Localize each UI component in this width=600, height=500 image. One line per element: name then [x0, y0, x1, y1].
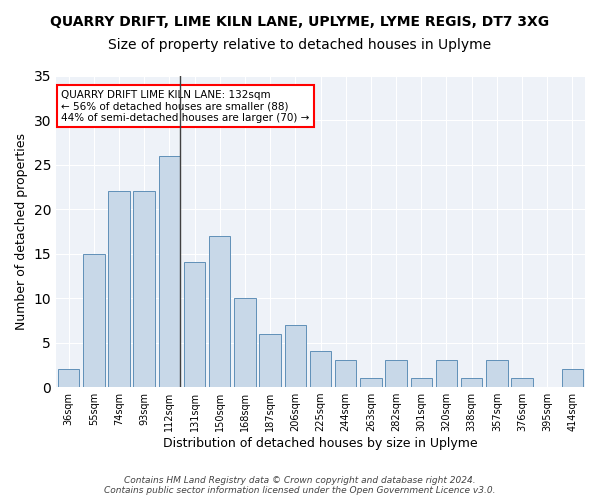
Bar [360, 378, 382, 387]
Bar [436, 360, 457, 387]
Bar [486, 360, 508, 387]
Bar [83, 254, 104, 387]
Text: QUARRY DRIFT LIME KILN LANE: 132sqm
← 56% of detached houses are smaller (88)
44: QUARRY DRIFT LIME KILN LANE: 132sqm ← 56… [61, 90, 310, 122]
Bar [184, 262, 205, 387]
Bar [58, 370, 79, 387]
Bar [133, 191, 155, 387]
Bar [259, 334, 281, 387]
Bar [209, 236, 230, 387]
Text: QUARRY DRIFT, LIME KILN LANE, UPLYME, LYME REGIS, DT7 3XG: QUARRY DRIFT, LIME KILN LANE, UPLYME, LY… [50, 15, 550, 29]
Bar [562, 370, 583, 387]
Bar [461, 378, 482, 387]
Bar [284, 325, 306, 387]
Bar [310, 352, 331, 387]
Text: Size of property relative to detached houses in Uplyme: Size of property relative to detached ho… [109, 38, 491, 52]
Bar [511, 378, 533, 387]
Bar [410, 378, 432, 387]
Bar [385, 360, 407, 387]
Y-axis label: Number of detached properties: Number of detached properties [15, 133, 28, 330]
Bar [335, 360, 356, 387]
Bar [158, 156, 180, 387]
Bar [109, 191, 130, 387]
Bar [234, 298, 256, 387]
X-axis label: Distribution of detached houses by size in Uplyme: Distribution of detached houses by size … [163, 437, 478, 450]
Text: Contains HM Land Registry data © Crown copyright and database right 2024.
Contai: Contains HM Land Registry data © Crown c… [104, 476, 496, 495]
